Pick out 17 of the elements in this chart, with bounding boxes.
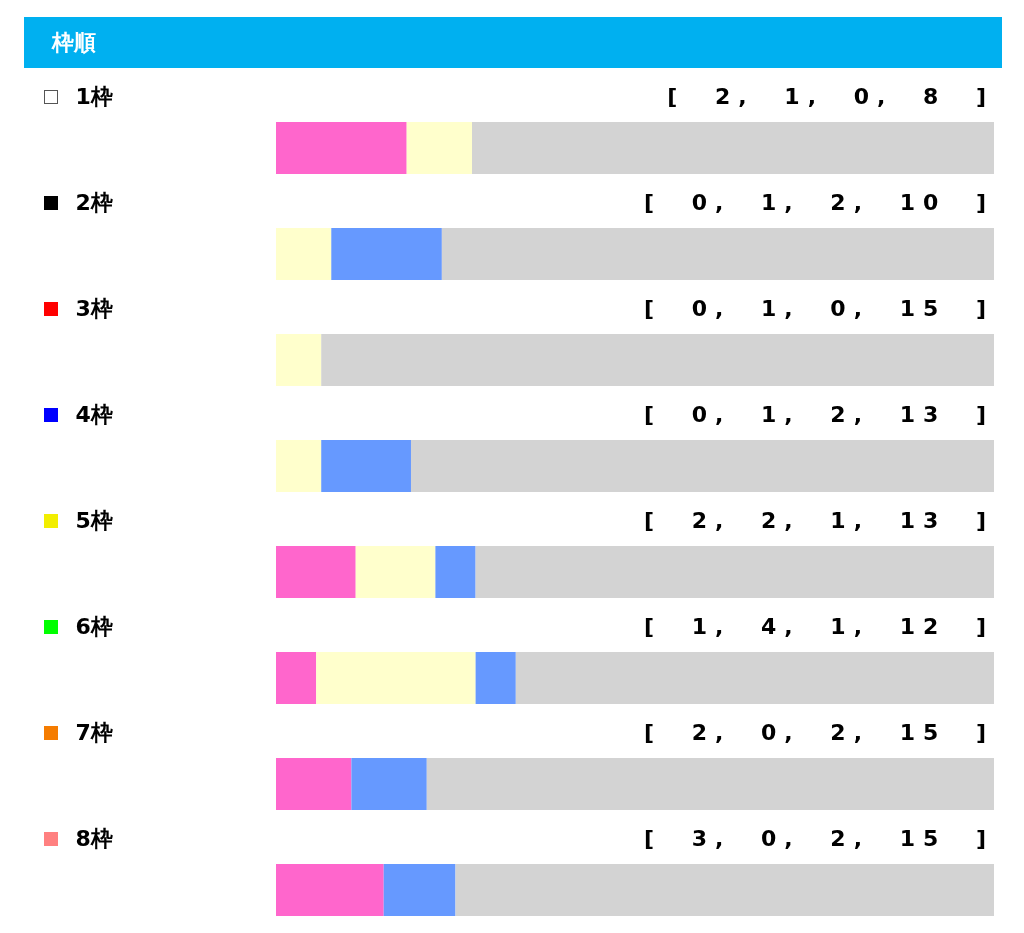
y-tick-label: 8枠 <box>75 826 113 851</box>
y-tick-label: 7枠 <box>75 720 113 745</box>
annotation: [ 2, 0, 2, 15 ] <box>643 720 994 745</box>
y-tick-label: 6枠 <box>75 614 113 639</box>
y-tick-label: 4枠 <box>75 402 113 427</box>
annotation: [ 2, 1, 0, 8 ] <box>667 84 994 109</box>
y-tick-label: 3枠 <box>75 296 113 321</box>
annotation: [ 1, 4, 1, 12 ] <box>643 614 994 639</box>
y-tick-label: 1枠 <box>75 84 113 109</box>
annotation: [ 0, 1, 0, 15 ] <box>643 296 994 321</box>
annotation: [ 0, 1, 2, 13 ] <box>643 402 994 427</box>
y-tick-label: 2枠 <box>75 190 113 215</box>
text: 枠順 <box>52 29 96 57</box>
annotation: [ 3, 0, 2, 15 ] <box>643 826 994 851</box>
y-tick-label: 5枠 <box>75 508 113 533</box>
annotation: [ 2, 2, 1, 13 ] <box>643 508 994 533</box>
annotation: [ 0, 1, 2, 10 ] <box>643 190 994 215</box>
